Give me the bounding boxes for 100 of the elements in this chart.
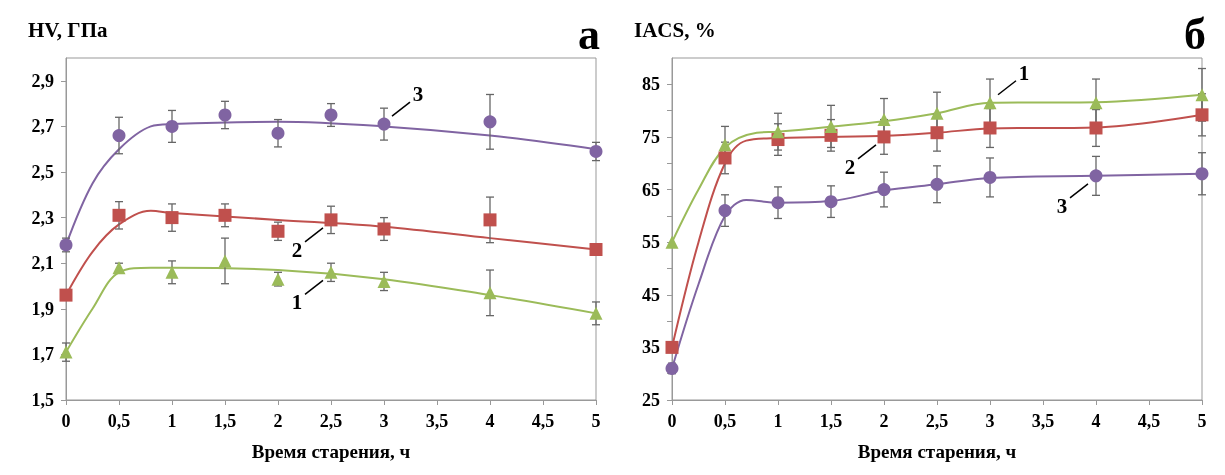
point <box>165 119 179 133</box>
point <box>165 211 179 225</box>
y-tick-label: 2,7 <box>31 116 54 137</box>
point <box>824 195 838 209</box>
point <box>59 345 73 359</box>
annotation: а <box>578 9 600 59</box>
point <box>112 208 126 222</box>
y-axis-title: HV, ГПа <box>28 17 108 42</box>
point <box>324 108 338 122</box>
y-tick-label: 75 <box>642 126 660 147</box>
point <box>1195 88 1209 102</box>
point <box>589 243 603 257</box>
point <box>930 126 944 140</box>
x-tick-label: 4 <box>1091 411 1101 431</box>
point <box>824 119 838 133</box>
point <box>665 340 679 354</box>
point <box>665 235 679 249</box>
x-axis-title: Время старения, ч <box>857 441 1017 462</box>
x-tick-label: 1 <box>167 411 177 431</box>
annotation: 1 <box>1018 60 1030 85</box>
y-tick-label: 25 <box>642 390 660 410</box>
point <box>589 306 603 320</box>
point <box>324 265 338 279</box>
annotation: 2 <box>844 154 856 179</box>
point <box>930 106 944 120</box>
point <box>983 121 997 135</box>
x-tick-label: 1,5 <box>819 411 843 431</box>
y-tick-label: 2,5 <box>31 162 54 182</box>
point <box>271 224 285 238</box>
annotation: 3 <box>412 82 424 107</box>
x-tick-label: 3,5 <box>425 411 449 431</box>
x-tick-label: 3,5 <box>1031 411 1055 431</box>
point <box>218 208 232 222</box>
point <box>877 130 891 144</box>
point <box>983 96 997 110</box>
y-tick-label: 65 <box>642 179 660 200</box>
y-tick-label: 85 <box>642 74 660 95</box>
x-tick-label: 2 <box>879 411 889 431</box>
point <box>377 274 391 288</box>
x-tick-label: 5 <box>1197 411 1207 431</box>
x-tick-label: 4 <box>485 411 495 431</box>
point <box>377 222 391 236</box>
x-tick-label: 1,5 <box>213 411 237 431</box>
point <box>377 117 391 131</box>
x-tick-label: 4,5 <box>1137 411 1161 431</box>
point <box>483 213 497 227</box>
point <box>718 138 732 152</box>
point <box>877 183 891 197</box>
point <box>59 288 73 302</box>
y-axis-title: IACS, % <box>634 17 716 42</box>
y-tick-label: 45 <box>642 284 660 305</box>
x-tick-label: 3 <box>985 411 995 431</box>
x-tick-label: 0,5 <box>107 411 131 431</box>
point <box>718 151 732 165</box>
y-tick-label: 35 <box>642 337 660 358</box>
point <box>930 177 944 191</box>
point <box>1089 169 1103 183</box>
x-tick-label: 2,5 <box>319 411 343 431</box>
x-tick-label: 1 <box>773 411 783 431</box>
point <box>218 108 232 122</box>
annotation: 1 <box>291 290 303 315</box>
annotation: б <box>1184 9 1206 59</box>
point <box>324 213 338 227</box>
point <box>771 125 785 139</box>
point <box>665 361 679 375</box>
point <box>112 261 126 275</box>
point <box>271 126 285 140</box>
point <box>589 144 603 158</box>
x-tick-label: 0,5 <box>713 411 737 431</box>
point <box>983 170 997 184</box>
annotation: 3 <box>1056 193 1068 218</box>
y-tick-label: 2,1 <box>31 253 54 274</box>
point <box>1089 121 1103 135</box>
point <box>483 115 497 129</box>
x-tick-label: 2,5 <box>925 411 949 431</box>
point <box>771 196 785 210</box>
point <box>59 238 73 252</box>
x-tick-label: 0 <box>61 411 71 431</box>
point <box>165 265 179 279</box>
point <box>1195 108 1209 122</box>
x-tick-label: 0 <box>667 411 677 431</box>
point <box>877 113 891 127</box>
y-tick-label: 1,9 <box>31 298 54 319</box>
y-tick-label: 1,5 <box>31 390 54 410</box>
point <box>718 204 732 218</box>
point <box>1089 96 1103 110</box>
y-tick-label: 55 <box>642 232 660 253</box>
x-axis-title: Время старения, ч <box>251 441 411 462</box>
x-tick-label: 3 <box>379 411 389 431</box>
x-tick-label: 5 <box>591 411 601 431</box>
y-tick-label: 2,9 <box>31 70 54 91</box>
x-tick-label: 4,5 <box>531 411 555 431</box>
y-tick-label: 2,3 <box>31 207 54 228</box>
point <box>1195 167 1209 181</box>
point <box>112 129 126 143</box>
point <box>483 286 497 300</box>
x-tick-label: 2 <box>273 411 283 431</box>
point <box>218 254 232 268</box>
annotation: 2 <box>291 237 303 262</box>
y-tick-label: 1,7 <box>31 344 54 365</box>
